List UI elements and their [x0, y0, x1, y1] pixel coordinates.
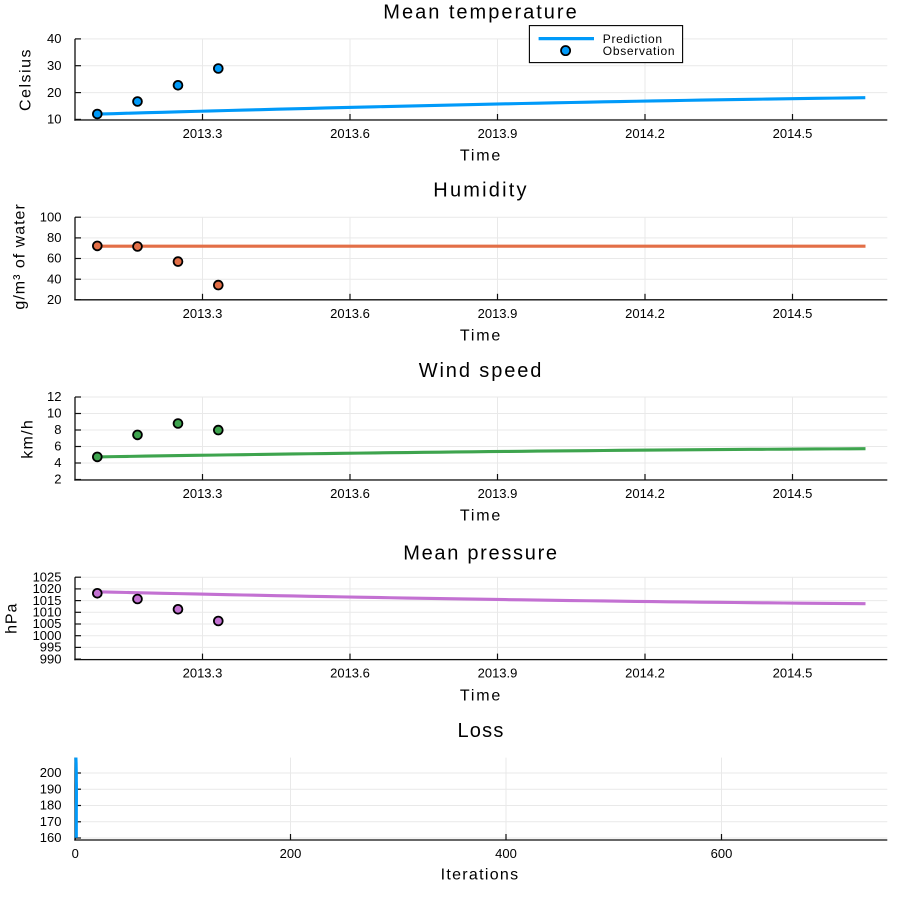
svg-text:1015: 1015 [33, 593, 62, 608]
svg-text:200: 200 [40, 765, 62, 780]
svg-text:400: 400 [495, 846, 517, 861]
svg-text:10: 10 [47, 112, 61, 127]
svg-text:160: 160 [40, 830, 62, 845]
svg-text:2013.6: 2013.6 [330, 486, 370, 501]
svg-text:km/h: km/h [19, 419, 36, 459]
svg-text:Mean pressure: Mean pressure [403, 543, 559, 565]
svg-text:1025: 1025 [33, 569, 62, 584]
svg-text:2013.6: 2013.6 [330, 126, 370, 141]
svg-text:2013.3: 2013.3 [183, 306, 223, 321]
svg-text:2013.9: 2013.9 [478, 126, 518, 141]
svg-text:2013.3: 2013.3 [183, 126, 223, 141]
svg-text:g/m³ of water: g/m³ of water [12, 203, 29, 309]
svg-text:2: 2 [54, 472, 61, 487]
svg-text:0: 0 [72, 846, 79, 861]
svg-text:6: 6 [54, 439, 61, 454]
svg-text:Observation: Observation [603, 44, 675, 58]
svg-text:4: 4 [54, 455, 61, 470]
svg-text:10: 10 [47, 406, 61, 421]
svg-text:2014.2: 2014.2 [625, 666, 665, 681]
svg-text:Iterations: Iterations [441, 867, 520, 884]
svg-text:Time: Time [460, 148, 502, 165]
svg-text:12: 12 [47, 389, 61, 404]
svg-text:990: 990 [40, 651, 62, 666]
svg-text:2014.2: 2014.2 [625, 126, 665, 141]
svg-text:100: 100 [40, 209, 62, 224]
svg-text:80: 80 [47, 230, 61, 245]
svg-text:2014.5: 2014.5 [773, 486, 813, 501]
svg-text:2013.6: 2013.6 [330, 306, 370, 321]
svg-text:2014.2: 2014.2 [625, 306, 665, 321]
svg-text:Time: Time [460, 687, 502, 704]
svg-text:1010: 1010 [33, 605, 62, 620]
svg-text:hPa: hPa [3, 603, 20, 634]
svg-text:20: 20 [47, 292, 61, 307]
svg-text:2014.2: 2014.2 [625, 486, 665, 501]
svg-text:Prediction: Prediction [603, 32, 663, 46]
svg-text:60: 60 [47, 251, 61, 266]
svg-text:190: 190 [40, 782, 62, 797]
svg-text:Time: Time [460, 508, 502, 525]
svg-text:2013.9: 2013.9 [478, 486, 518, 501]
svg-text:2014.5: 2014.5 [773, 306, 813, 321]
svg-text:2014.5: 2014.5 [773, 126, 813, 141]
svg-text:Time: Time [460, 328, 502, 345]
svg-text:40: 40 [47, 271, 61, 286]
svg-text:2013.9: 2013.9 [478, 306, 518, 321]
svg-text:1000: 1000 [33, 628, 62, 643]
svg-text:Wind speed: Wind speed [419, 360, 544, 382]
svg-text:Loss: Loss [457, 720, 504, 742]
svg-text:2014.5: 2014.5 [773, 666, 813, 681]
svg-text:2013.6: 2013.6 [330, 666, 370, 681]
svg-text:995: 995 [40, 640, 62, 655]
svg-text:1005: 1005 [33, 616, 62, 631]
svg-text:30: 30 [47, 58, 61, 73]
svg-text:Celsius: Celsius [18, 48, 35, 111]
svg-text:1020: 1020 [33, 581, 62, 596]
svg-text:Humidity: Humidity [433, 179, 528, 201]
svg-text:2013.3: 2013.3 [183, 486, 223, 501]
svg-text:180: 180 [40, 798, 62, 813]
svg-text:200: 200 [280, 846, 302, 861]
svg-text:170: 170 [40, 814, 62, 829]
svg-text:2013.3: 2013.3 [183, 666, 223, 681]
svg-text:2013.9: 2013.9 [478, 666, 518, 681]
svg-text:600: 600 [711, 846, 733, 861]
svg-text:8: 8 [54, 422, 61, 437]
svg-text:20: 20 [47, 85, 61, 100]
svg-text:40: 40 [47, 31, 61, 46]
svg-text:Mean temperature: Mean temperature [383, 2, 578, 24]
